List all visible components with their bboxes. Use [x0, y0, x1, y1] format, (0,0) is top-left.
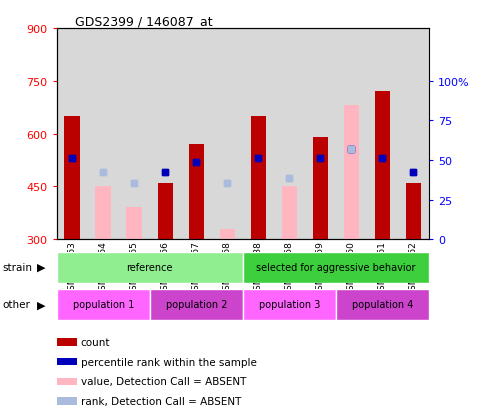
Bar — [344, 106, 359, 240]
Bar — [274, 29, 305, 240]
Text: GDS2399 / 146087_at: GDS2399 / 146087_at — [75, 15, 213, 28]
Text: reference: reference — [127, 262, 173, 273]
Bar — [282, 187, 297, 240]
Bar — [150, 289, 243, 320]
Text: ▶: ▶ — [37, 262, 45, 273]
Text: count: count — [81, 337, 110, 347]
Bar — [336, 29, 367, 240]
Bar — [250, 116, 266, 240]
Bar — [188, 145, 204, 240]
Text: population 3: population 3 — [259, 299, 320, 310]
Text: rank, Detection Call = ABSENT: rank, Detection Call = ABSENT — [81, 396, 241, 406]
Bar — [212, 29, 243, 240]
Bar — [243, 252, 429, 283]
Bar — [406, 183, 421, 240]
Bar — [243, 289, 336, 320]
Bar — [57, 252, 243, 283]
Bar — [375, 92, 390, 240]
Bar — [157, 183, 173, 240]
Text: population 1: population 1 — [72, 299, 134, 310]
Text: ▶: ▶ — [37, 299, 45, 310]
Bar — [57, 339, 77, 346]
Bar — [243, 29, 274, 240]
Bar — [188, 145, 204, 240]
Bar — [127, 208, 142, 240]
Bar — [181, 29, 212, 240]
Text: value, Detection Call = ABSENT: value, Detection Call = ABSENT — [81, 376, 246, 387]
Bar — [119, 29, 150, 240]
Bar — [375, 92, 390, 240]
Bar — [313, 138, 328, 240]
Bar — [219, 229, 235, 240]
Bar — [57, 397, 77, 405]
Bar — [250, 116, 266, 240]
Text: selected for aggressive behavior: selected for aggressive behavior — [256, 262, 416, 273]
Bar — [305, 29, 336, 240]
Text: population 2: population 2 — [166, 299, 227, 310]
Bar — [336, 289, 429, 320]
Text: other: other — [2, 299, 31, 310]
Text: strain: strain — [2, 262, 33, 273]
Bar — [65, 116, 80, 240]
Bar — [127, 208, 142, 240]
Bar — [344, 106, 359, 240]
Bar — [57, 289, 150, 320]
Bar — [157, 183, 173, 240]
Bar — [406, 183, 421, 240]
Bar — [57, 358, 77, 366]
Bar — [88, 29, 119, 240]
Text: percentile rank within the sample: percentile rank within the sample — [81, 357, 257, 367]
Bar — [96, 187, 111, 240]
Bar — [282, 187, 297, 240]
Bar — [150, 29, 181, 240]
Bar — [219, 229, 235, 240]
Text: population 4: population 4 — [352, 299, 413, 310]
Bar — [65, 116, 80, 240]
Bar — [398, 29, 429, 240]
Bar — [313, 138, 328, 240]
Bar — [57, 29, 88, 240]
Bar — [96, 187, 111, 240]
Bar — [367, 29, 398, 240]
Bar — [57, 378, 77, 385]
